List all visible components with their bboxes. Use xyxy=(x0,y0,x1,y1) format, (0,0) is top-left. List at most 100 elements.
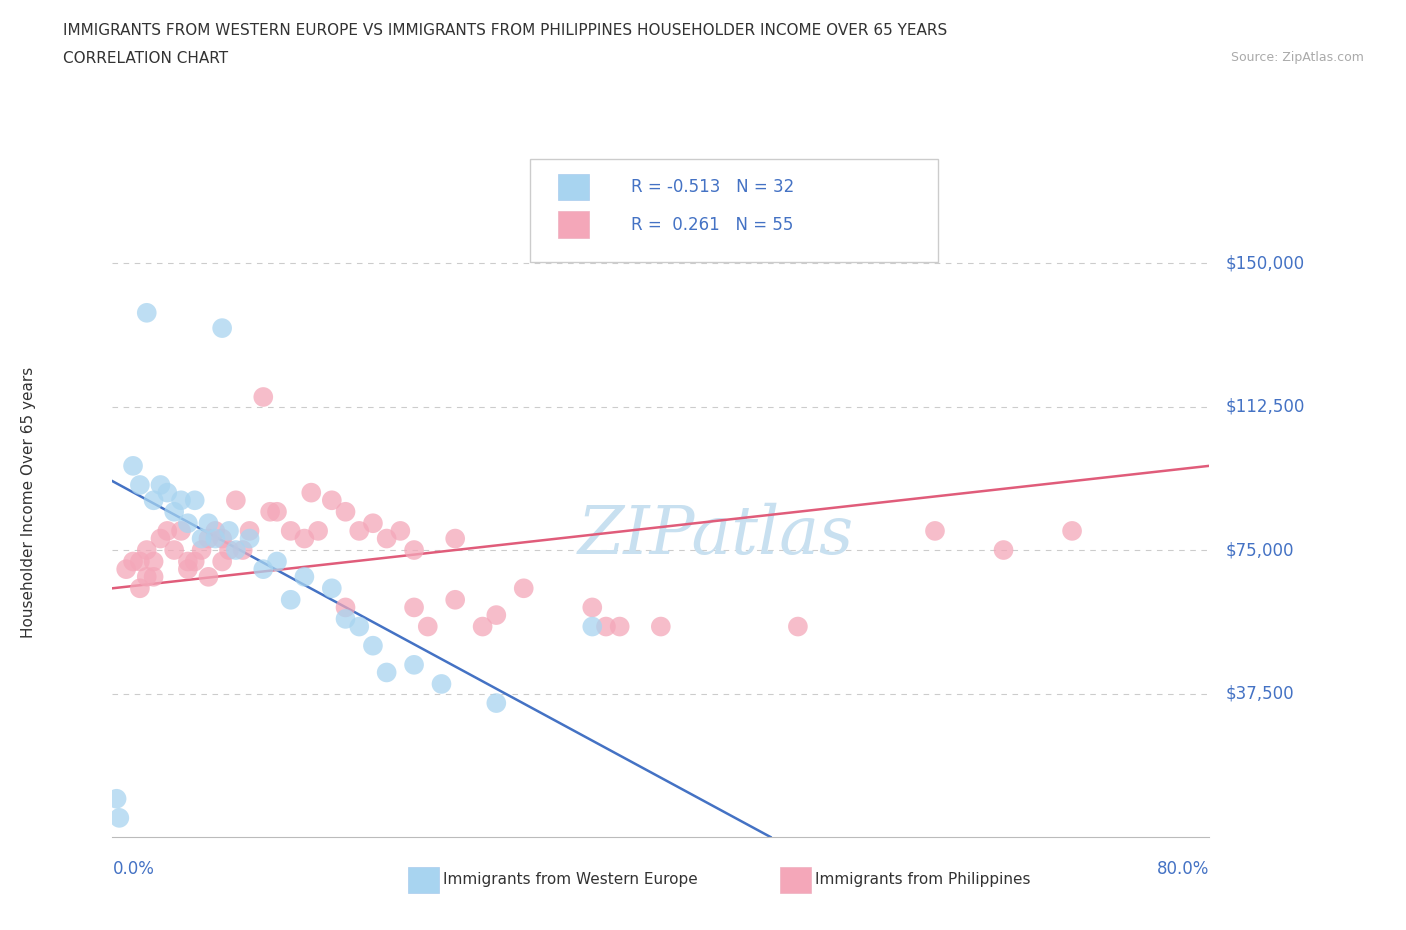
Text: CORRELATION CHART: CORRELATION CHART xyxy=(63,51,228,66)
Point xyxy=(232,542,254,557)
Point xyxy=(218,524,240,538)
Text: $37,500: $37,500 xyxy=(1226,684,1295,702)
Text: $75,000: $75,000 xyxy=(1226,541,1295,559)
Point xyxy=(135,305,157,320)
Point xyxy=(142,493,165,508)
Point xyxy=(361,516,384,531)
Point xyxy=(225,493,247,508)
Point xyxy=(266,504,288,519)
Point xyxy=(197,516,219,531)
Point xyxy=(361,638,384,653)
Point xyxy=(416,619,439,634)
Point xyxy=(177,516,200,531)
Point xyxy=(183,493,207,508)
Text: R =  0.261   N = 55: R = 0.261 N = 55 xyxy=(631,216,793,233)
Point xyxy=(177,554,200,569)
Text: $150,000: $150,000 xyxy=(1226,254,1305,272)
Point xyxy=(595,619,617,634)
Point xyxy=(924,524,946,538)
Point xyxy=(211,554,233,569)
Point xyxy=(513,581,536,596)
Point xyxy=(259,504,281,519)
Text: IMMIGRANTS FROM WESTERN EUROPE VS IMMIGRANTS FROM PHILIPPINES HOUSEHOLDER INCOME: IMMIGRANTS FROM WESTERN EUROPE VS IMMIGR… xyxy=(63,23,948,38)
Point xyxy=(197,569,219,584)
Text: Immigrants from Western Europe: Immigrants from Western Europe xyxy=(443,872,697,887)
Point xyxy=(129,581,152,596)
Point xyxy=(993,542,1015,557)
Point xyxy=(204,524,226,538)
Point xyxy=(280,592,302,607)
Text: Immigrants from Philippines: Immigrants from Philippines xyxy=(815,872,1031,887)
Point xyxy=(581,619,603,634)
Point xyxy=(105,791,128,806)
Point xyxy=(1062,524,1084,538)
Point xyxy=(190,531,212,546)
Text: 80.0%: 80.0% xyxy=(1157,860,1209,878)
Point xyxy=(404,658,426,672)
Point xyxy=(177,562,200,577)
Point xyxy=(129,554,152,569)
Point xyxy=(252,390,274,405)
Point xyxy=(108,810,131,825)
Point xyxy=(375,531,398,546)
Point xyxy=(135,569,157,584)
Point xyxy=(239,524,262,538)
Point xyxy=(163,542,186,557)
Point xyxy=(292,569,315,584)
Point xyxy=(170,493,193,508)
Point xyxy=(204,531,226,546)
Point xyxy=(225,542,247,557)
Point xyxy=(122,554,145,569)
Point xyxy=(471,619,494,634)
Point xyxy=(299,485,322,500)
Point xyxy=(280,524,302,538)
Point xyxy=(170,524,193,538)
Point xyxy=(252,562,274,577)
Point xyxy=(135,542,157,557)
Point xyxy=(581,600,603,615)
Point xyxy=(183,554,207,569)
Point xyxy=(129,477,152,492)
Point xyxy=(349,524,371,538)
Point xyxy=(650,619,672,634)
Point xyxy=(115,562,138,577)
Point xyxy=(335,600,357,615)
Point xyxy=(375,665,398,680)
Point xyxy=(335,504,357,519)
Point xyxy=(787,619,810,634)
Point xyxy=(609,619,631,634)
Point xyxy=(444,531,467,546)
Point xyxy=(321,493,343,508)
Text: Source: ZipAtlas.com: Source: ZipAtlas.com xyxy=(1230,51,1364,64)
Point xyxy=(190,542,212,557)
Point xyxy=(197,531,219,546)
Point xyxy=(156,524,179,538)
Point xyxy=(485,696,508,711)
Point xyxy=(485,607,508,622)
Point xyxy=(142,554,165,569)
Text: Householder Income Over 65 years: Householder Income Over 65 years xyxy=(21,366,35,638)
Text: 0.0%: 0.0% xyxy=(112,860,155,878)
Point xyxy=(211,531,233,546)
Point xyxy=(142,569,165,584)
Point xyxy=(156,485,179,500)
Point xyxy=(349,619,371,634)
Point xyxy=(149,477,172,492)
Point xyxy=(239,531,262,546)
Point xyxy=(266,554,288,569)
Point xyxy=(307,524,329,538)
Text: $112,500: $112,500 xyxy=(1226,397,1305,416)
Point xyxy=(404,542,426,557)
Point xyxy=(149,531,172,546)
Point xyxy=(122,458,145,473)
Point xyxy=(218,542,240,557)
Point xyxy=(321,581,343,596)
Point xyxy=(163,504,186,519)
Point xyxy=(211,321,233,336)
Point xyxy=(335,611,357,626)
Point xyxy=(389,524,412,538)
Point xyxy=(404,600,426,615)
Text: R = -0.513   N = 32: R = -0.513 N = 32 xyxy=(631,179,794,196)
Point xyxy=(430,676,453,691)
Point xyxy=(444,592,467,607)
